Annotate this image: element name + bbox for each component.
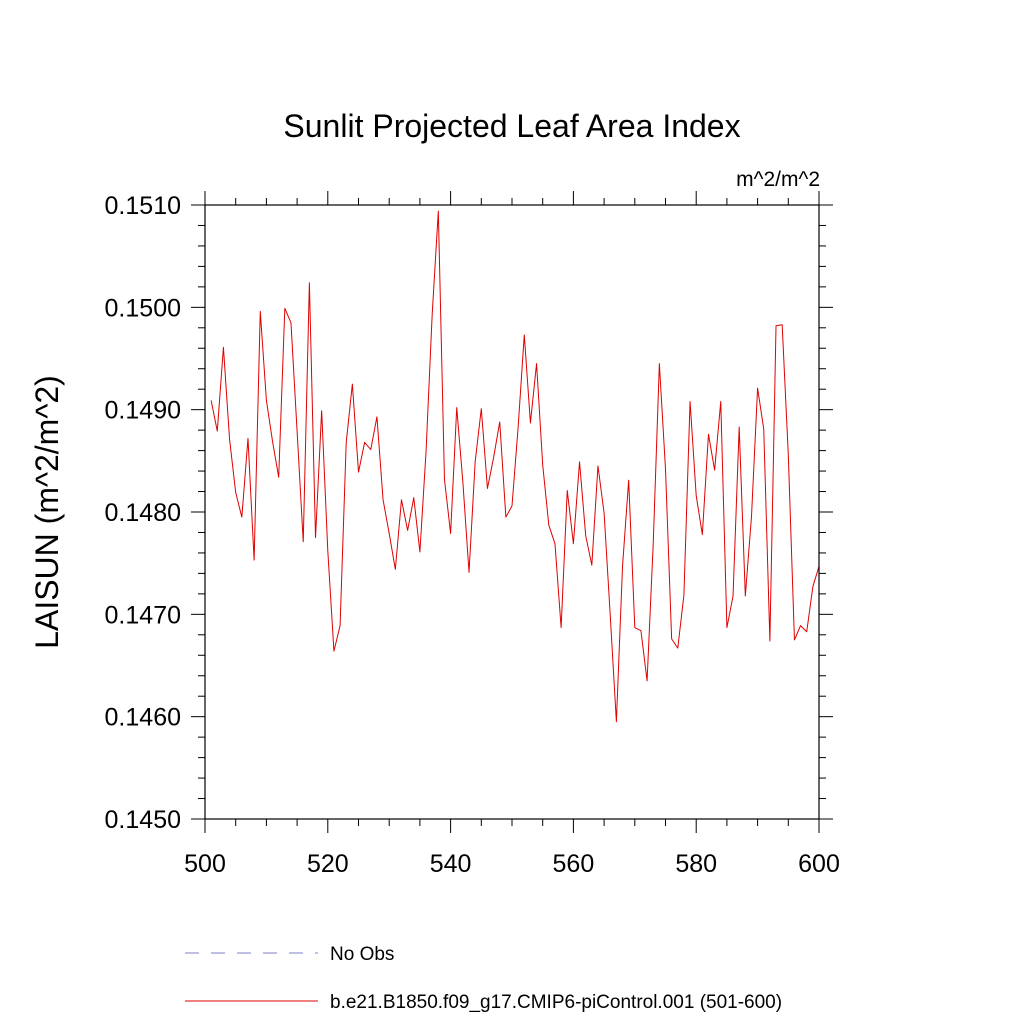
x-tick-label: 600 <box>798 850 840 878</box>
y-tick-label: 0.1480 <box>105 499 181 527</box>
legend-label-picontrol: b.e21.B1850.f09_g17.CMIP6-piControl.001 … <box>330 992 782 1013</box>
legend: No Obs b.e21.B1850.f09_g17.CMIP6-piContr… <box>185 944 782 1013</box>
x-tick-label: 500 <box>184 850 226 878</box>
axis-ticks <box>191 191 833 833</box>
y-tick-label: 0.1450 <box>105 806 181 834</box>
y-axis-label: LAISUN (m^2/m^2) <box>29 375 65 649</box>
y-tick-label: 0.1500 <box>105 294 181 322</box>
y-tick-label: 0.1490 <box>105 397 181 425</box>
x-tick-label: 520 <box>307 850 349 878</box>
tick-labels: 500 520 540 560 580 600 0.1450 0.1460 0.1470 0.14… <box>105 192 840 878</box>
x-tick-label: 580 <box>675 850 717 878</box>
chart-title: Sunlit Projected Leaf Area Index <box>283 108 740 144</box>
legend-label-no-obs: No Obs <box>330 944 394 965</box>
series-line-1 <box>210 210 820 723</box>
x-tick-label: 560 <box>553 850 595 878</box>
y-tick-label: 0.1510 <box>105 192 181 220</box>
y-tick-label: 0.1470 <box>105 601 181 629</box>
y-tick-label: 0.1460 <box>105 704 181 732</box>
units-label: m^2/m^2 <box>736 168 820 191</box>
series-layer <box>210 210 820 723</box>
plot-frame <box>204 204 820 820</box>
x-tick-label: 540 <box>430 850 472 878</box>
